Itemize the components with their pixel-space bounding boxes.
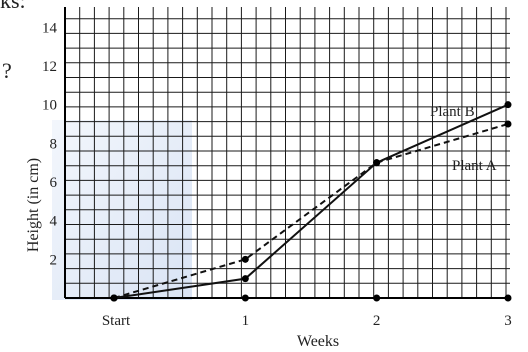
x-axis-tick-dot: [504, 294, 512, 302]
data-point: [241, 255, 249, 263]
series-line-plant-b: [113, 103, 509, 299]
data-point: [504, 120, 512, 128]
header-fragment: ks:: [0, 0, 26, 13]
series-label-plant-a: Plant A: [452, 158, 497, 174]
y-tick-label: 6: [50, 175, 58, 191]
x-tick-label: 2: [373, 313, 381, 329]
x-tick-label: 1: [242, 313, 250, 329]
x-axis-tick-dot: [373, 294, 381, 302]
y-axis-title: Height (in cm): [25, 158, 42, 252]
data-point: [504, 101, 512, 109]
x-tick-label: Start: [102, 313, 131, 329]
data-point: [373, 159, 381, 167]
y-tick-label: 10: [42, 98, 57, 114]
x-axis-tick-dot: [241, 294, 249, 302]
x-tick-labels: Start 1 2 3: [102, 294, 512, 329]
y-tick-label: 12: [42, 59, 57, 75]
y-tick-labels: 2 4 6 8 10 12 14: [42, 20, 58, 268]
x-axis-title: Weeks: [297, 333, 339, 350]
side-fragment: ?: [2, 58, 12, 83]
y-tick-label: 4: [50, 214, 58, 230]
y-tick-label: 14: [42, 20, 58, 36]
series-group: [113, 103, 509, 299]
axes: [64, 7, 510, 299]
data-point: [241, 275, 249, 283]
y-tick-label: 2: [50, 252, 58, 268]
data-point: [110, 294, 118, 302]
x-tick-label: 3: [504, 313, 512, 329]
series-label-plant-b: Plant B: [430, 104, 475, 120]
y-tick-label: 8: [50, 136, 58, 152]
data-points: [110, 101, 512, 302]
